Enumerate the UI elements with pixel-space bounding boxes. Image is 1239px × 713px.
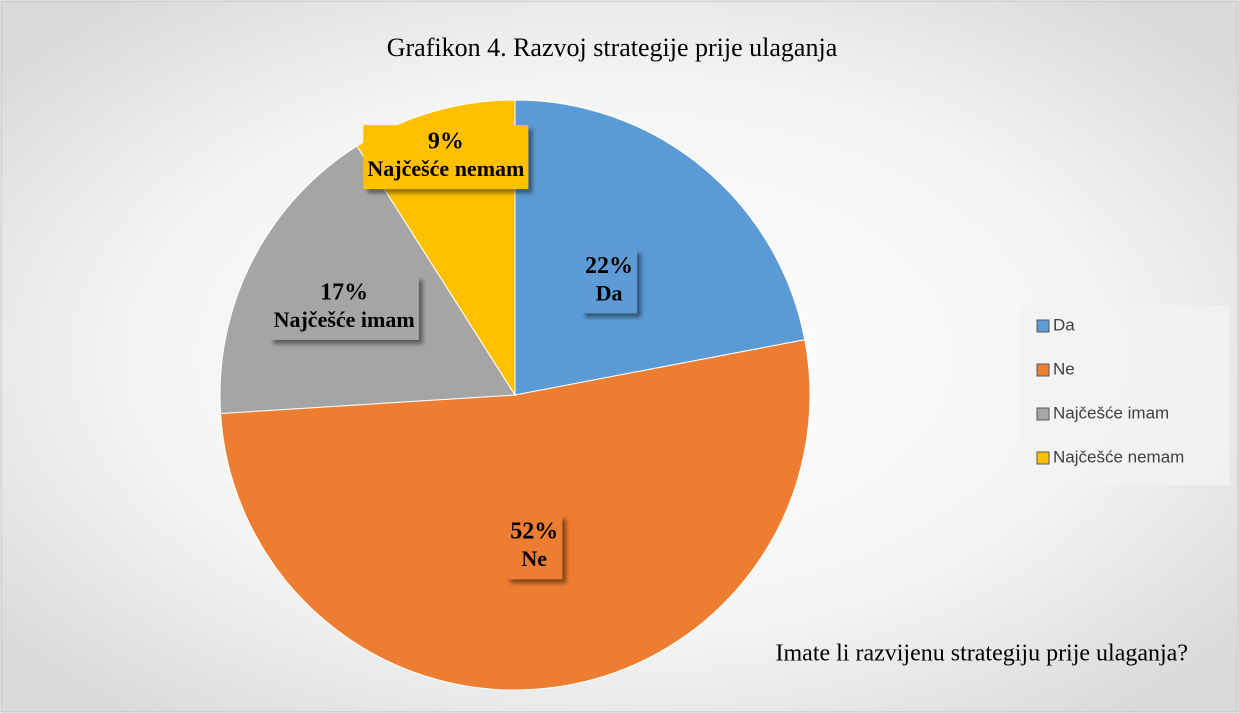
legend-label: Da — [1053, 315, 1075, 334]
data-label-category: Najčešće imam — [274, 307, 415, 332]
data-label-value: 22% — [585, 253, 633, 279]
data-label-box — [269, 275, 419, 340]
data-label-value: 17% — [320, 279, 368, 305]
data-label-category: Ne — [521, 546, 547, 571]
data-label-box — [363, 125, 529, 190]
data-label: 17%Najčešće imam — [269, 275, 419, 340]
data-label: 52%Ne — [506, 515, 563, 580]
data-label-box — [506, 515, 563, 580]
legend-marker — [1036, 407, 1050, 421]
legend-box — [1022, 305, 1230, 485]
chart-title: Grafikon 4. Razvoj strategije prije ulag… — [387, 33, 838, 62]
data-label-value: 52% — [510, 519, 558, 545]
legend-label: Najčešće imam — [1053, 403, 1169, 422]
pie-slice — [220, 339, 811, 691]
data-label-box — [581, 249, 638, 314]
legend-marker — [1036, 451, 1050, 465]
pie-slice — [514, 99, 806, 396]
legend-marker — [1036, 363, 1050, 377]
data-label-value: 9% — [428, 129, 464, 155]
data-label-category: Da — [596, 280, 623, 305]
legend-label: Ne — [1053, 359, 1075, 378]
annotation: Imate li razvijenu strategiju prije ulag… — [776, 641, 1189, 667]
legend-marker — [1036, 319, 1050, 333]
legend-label: Najčešće nemam — [1053, 447, 1184, 466]
data-label: 9%Najčešće nemam — [363, 125, 529, 190]
data-label: 22%Da — [581, 249, 638, 314]
data-label-category: Najčešće nemam — [367, 156, 524, 181]
